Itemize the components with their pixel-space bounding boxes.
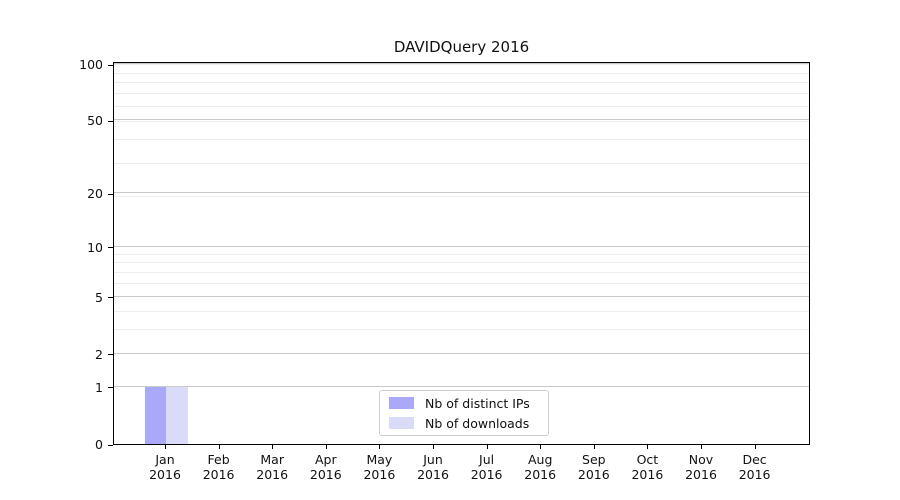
x-tick-mark <box>379 445 381 449</box>
y-tick-label: 0 <box>95 437 103 452</box>
minor-gridline <box>114 262 809 264</box>
y-tick-mark <box>108 64 113 66</box>
x-tick-mark <box>486 445 488 449</box>
minor-gridline <box>114 139 809 141</box>
minor-gridline <box>114 72 809 74</box>
legend-swatch-icon <box>389 417 414 429</box>
x-tick-label: Aug 2016 <box>524 452 557 482</box>
x-tick-label: Jan 2016 <box>149 452 181 482</box>
y-tick-label: 5 <box>95 289 103 305</box>
x-tick-mark <box>433 445 434 449</box>
minor-gridline <box>114 163 809 165</box>
minor-gridline <box>114 64 809 66</box>
y-tick-mark <box>108 193 113 195</box>
x-tick-label: Jun 2016 <box>417 452 449 482</box>
legend-label: Nb of distinct IPs <box>425 395 530 411</box>
minor-gridline <box>114 282 809 284</box>
x-tick-label: Jul 2016 <box>470 452 503 482</box>
y-tick-mark <box>108 444 113 446</box>
y-tick-mark <box>108 247 113 249</box>
bar-downloads <box>166 386 188 444</box>
y-tick-label: 50 <box>87 113 103 129</box>
plot-area: Nb of distinct IPs Nb of downloads <box>113 62 810 445</box>
major-gridline <box>114 245 809 247</box>
major-gridline <box>114 119 809 121</box>
y-tick-label: 1 <box>95 379 103 395</box>
x-tick-mark <box>325 445 327 449</box>
minor-gridline <box>114 196 809 198</box>
x-tick-mark <box>754 445 756 449</box>
minor-gridline <box>114 93 809 95</box>
x-tick-label: Sep 2016 <box>577 452 610 482</box>
x-tick-mark <box>593 445 595 449</box>
legend-item: Nb of distinct IPs <box>380 393 548 413</box>
major-gridline <box>114 192 809 194</box>
y-tick-label: 2 <box>95 346 103 362</box>
legend-item: Nb of downloads <box>380 413 548 433</box>
y-tick-label: 100 <box>79 57 103 73</box>
minor-gridline <box>114 253 809 255</box>
chart-title: DAVIDQuery 2016 <box>393 38 530 56</box>
x-tick-label: May 2016 <box>363 452 396 482</box>
minor-gridline <box>114 310 809 312</box>
major-gridline <box>114 63 809 65</box>
x-tick-mark <box>647 445 649 449</box>
minor-gridline <box>114 121 809 123</box>
major-gridline <box>114 295 809 297</box>
bar-distinct-ips <box>144 386 166 444</box>
legend-swatch-icon <box>389 397 414 409</box>
x-tick-label: Mar 2016 <box>256 452 289 482</box>
x-tick-mark <box>540 445 542 449</box>
major-gridline <box>114 385 809 387</box>
x-tick-mark <box>701 445 702 449</box>
minor-gridline <box>114 271 809 273</box>
x-tick-mark <box>272 445 274 449</box>
y-tick-mark <box>108 387 113 389</box>
y-tick-label: 10 <box>87 239 103 255</box>
minor-gridline <box>114 328 809 330</box>
x-tick-label: Feb 2016 <box>202 452 235 482</box>
y-tick-mark <box>108 354 113 356</box>
x-tick-label: Oct 2016 <box>631 452 664 482</box>
legend-label: Nb of downloads <box>425 415 530 431</box>
x-tick-label: Nov 2016 <box>685 452 717 482</box>
y-tick-mark <box>108 120 113 122</box>
legend: Nb of distinct IPs Nb of downloads <box>379 390 549 436</box>
y-tick-label: 20 <box>87 186 103 202</box>
minor-gridline <box>114 82 809 84</box>
major-gridline <box>114 352 809 354</box>
x-tick-label: Dec 2016 <box>738 452 771 482</box>
x-tick-mark <box>165 445 166 449</box>
x-tick-mark <box>218 445 220 449</box>
x-tick-label: Apr 2016 <box>309 452 342 482</box>
minor-gridline <box>114 106 809 108</box>
y-tick-mark <box>108 297 113 299</box>
